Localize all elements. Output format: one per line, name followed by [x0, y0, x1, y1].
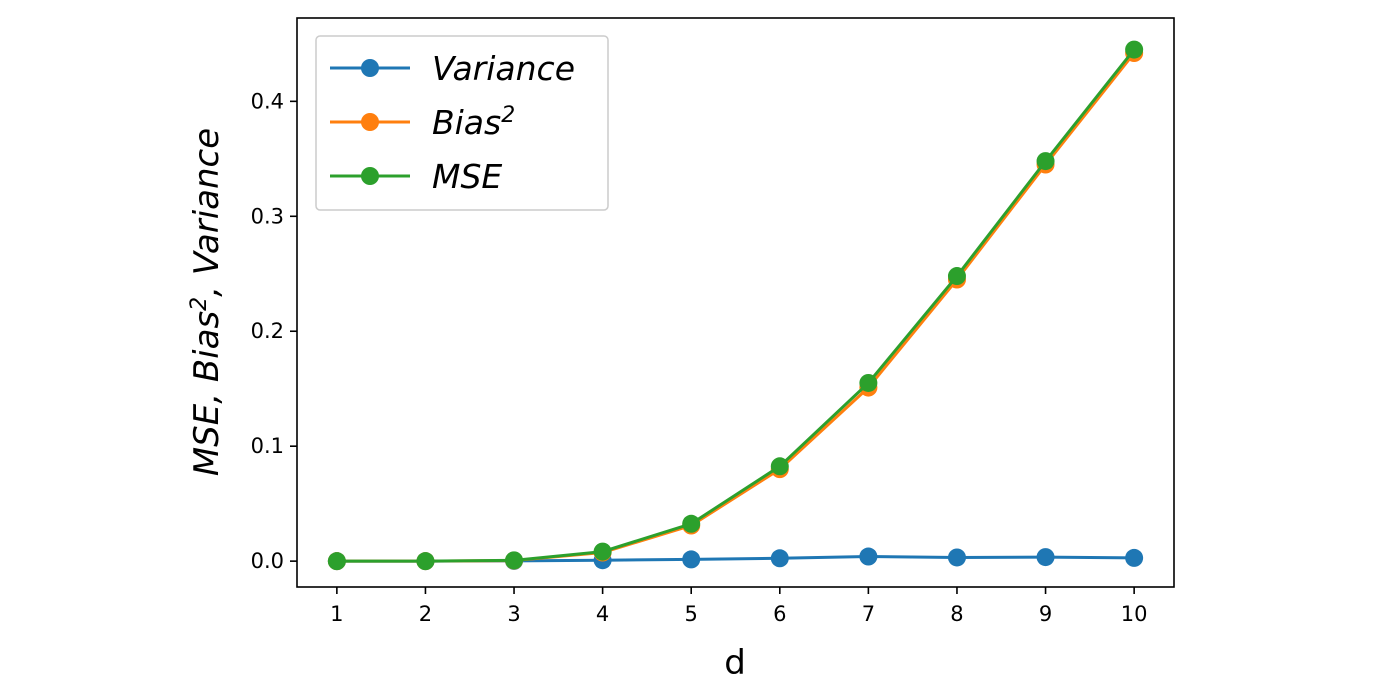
- x-tick-label: 4: [596, 602, 609, 626]
- legend-entry-variance: Variance: [330, 49, 575, 88]
- legend: Variance Bias2 MSE: [315, 35, 609, 211]
- legend-marker: [361, 167, 379, 185]
- data-point: [947, 548, 966, 567]
- legend-marker: [361, 59, 379, 77]
- data-point: [770, 549, 789, 568]
- legend-box: [315, 35, 609, 211]
- legend-label: Bias2: [432, 103, 515, 143]
- plot-frame: [296, 17, 1175, 588]
- data-point: [327, 552, 346, 571]
- x-tick-label: 5: [685, 602, 698, 626]
- legend-entry-bias: Bias2: [330, 103, 515, 143]
- y-tick-label: 0.0: [251, 549, 284, 573]
- data-point: [859, 547, 878, 566]
- plot-area: [327, 40, 1144, 571]
- data-point: [859, 373, 878, 392]
- x-tick-label: 2: [419, 602, 432, 626]
- x-tick-label: 6: [773, 602, 786, 626]
- data-point: [682, 514, 701, 533]
- data-point: [416, 552, 435, 571]
- y-tick-label: 0.4: [251, 89, 284, 113]
- data-point: [1125, 548, 1144, 567]
- data-point: [1036, 152, 1055, 171]
- data-point: [1036, 548, 1055, 567]
- data-point: [505, 551, 524, 570]
- x-tick-label: 3: [507, 602, 520, 626]
- legend-label: Variance: [432, 49, 575, 88]
- y-tick-label: 0.1: [251, 434, 284, 458]
- data-point: [1125, 40, 1144, 59]
- data-point: [682, 550, 701, 569]
- x-tick-label: 7: [862, 602, 875, 626]
- legend-label: MSE: [432, 157, 502, 196]
- x-axis-label: d: [724, 643, 746, 683]
- y-tick-label: 0.3: [251, 204, 284, 228]
- y-axis-label: MSE, Bias2, Variance: [187, 128, 228, 476]
- data-point: [593, 542, 612, 561]
- series-variance: [327, 547, 1144, 571]
- x-tick-label: 8: [950, 602, 963, 626]
- legend-marker: [361, 113, 379, 131]
- series-mse: [327, 40, 1144, 571]
- x-tick-label: 10: [1121, 602, 1148, 626]
- series-line: [336, 48, 1136, 563]
- y-axis-label-pre: MSE, Bias: [187, 311, 227, 476]
- data-point: [770, 457, 789, 476]
- legend-entry-mse: MSE: [330, 157, 502, 196]
- y-tick-label: 0.2: [251, 319, 284, 343]
- data-point: [947, 267, 966, 286]
- x-tick-label: 1: [330, 602, 343, 626]
- x-tick-label: 9: [1039, 602, 1052, 626]
- y-axis-label-post: , Variance: [187, 128, 227, 297]
- axes: 1 2 3 4 5 6 7 8 9 10 0.0 0.1 0.2 0.3 0.4: [251, 17, 1175, 626]
- y-axis-label-sup: 2: [187, 297, 212, 311]
